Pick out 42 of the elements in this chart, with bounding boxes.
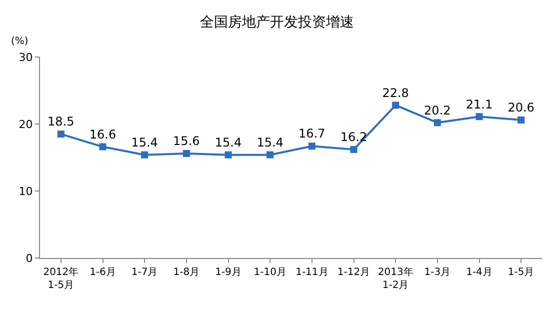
data-label: 15.4 <box>131 135 158 150</box>
data-label: 22.8 <box>382 86 409 100</box>
y-axis-title: (%) <box>11 36 28 47</box>
data-label: 18.5 <box>48 114 74 129</box>
point <box>57 130 64 138</box>
point <box>99 143 106 150</box>
x-tick-label: 1-12月 <box>337 267 370 278</box>
y-tick-label: 30 <box>18 50 33 64</box>
chart-title: 全国房地产开发投资增速 <box>200 14 354 30</box>
data-label: 16.2 <box>340 130 368 144</box>
x-tick-label: 1-10月 <box>254 267 286 278</box>
data-label: 15.6 <box>173 134 200 148</box>
point <box>224 151 232 158</box>
x-tick-label: 1-3月 <box>424 267 451 278</box>
data-label: 15.4 <box>214 135 242 150</box>
point <box>434 119 441 126</box>
point <box>182 150 190 157</box>
x-tick-label: 1-6月 <box>90 267 116 278</box>
data-label: 16.7 <box>298 126 326 141</box>
x-tick-label: 1-4月 <box>466 267 492 278</box>
point <box>350 146 358 153</box>
x-tick-label: 1-8月 <box>173 267 200 278</box>
data-label: 16.6 <box>89 127 116 142</box>
point <box>392 102 400 109</box>
y-tick-label: 10 <box>18 184 33 198</box>
y-tick-label: 0 <box>26 252 33 265</box>
point <box>308 142 316 150</box>
point <box>266 151 274 158</box>
x-tick-label: 1-7月 <box>131 267 158 278</box>
x-tick-label: 2013年 1-2月 <box>378 266 414 291</box>
point <box>141 151 148 158</box>
x-tick-label: 2012年 1-5月 <box>43 266 79 291</box>
x-tick-label: 1-11月 <box>296 267 328 278</box>
data-label: 15.4 <box>256 135 284 150</box>
point <box>518 116 525 124</box>
data-label: 20.2 <box>424 103 451 118</box>
data-label: 21.1 <box>466 97 493 112</box>
x-tick-label: 1-5月 <box>508 267 534 278</box>
point <box>476 113 483 120</box>
data-label: 20.6 <box>508 100 534 115</box>
x-tick-label: 1-9月 <box>215 267 242 278</box>
y-tick-label: 20 <box>18 118 33 131</box>
